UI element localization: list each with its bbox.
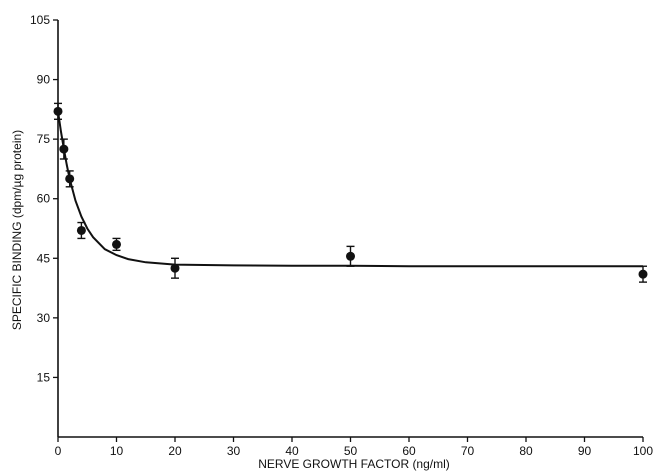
axes [57,20,643,438]
data-point [65,174,75,184]
x-tick-label: 60 [402,444,416,458]
y-tick-label: 90 [37,73,51,87]
y-axis-label: SPECIFIC BINDING (dpm/µg protein) [10,130,24,330]
x-tick-label: 20 [168,444,182,458]
data-point [76,225,86,235]
x-tick-label: 40 [285,444,299,458]
y-tick-label: 105 [30,13,50,27]
y-tick-label: 45 [37,251,51,265]
data-points-layer [53,102,648,283]
x-tick-label: 80 [519,444,533,458]
y-tick-label: 30 [37,311,51,325]
axis-ticks: 0 10 20 30 40 50 60 70 80 90 100 15 30 45 60 75 90 105 [30,13,653,458]
y-tick-label: 15 [37,370,51,384]
x-tick-label: 0 [55,444,62,458]
x-axis-label: NERVE GROWTH FACTOR (ng/ml) [258,457,450,471]
y-tick-label: 60 [37,192,51,206]
x-tick-label: 10 [110,444,124,458]
data-point [638,269,648,279]
x-tick-label: 100 [633,444,653,458]
data-point [170,263,180,273]
fit-curve [57,111,643,268]
data-point [59,144,69,154]
x-tick-label: 90 [578,444,592,458]
data-point [346,251,355,261]
data-point [53,106,63,116]
x-tick-label: 30 [227,444,241,458]
x-tick-label: 50 [344,444,358,458]
fit-curve-layer [57,111,643,268]
y-tick-label: 75 [37,132,51,146]
x-tick-label: 70 [461,444,475,458]
data-point [112,239,121,249]
